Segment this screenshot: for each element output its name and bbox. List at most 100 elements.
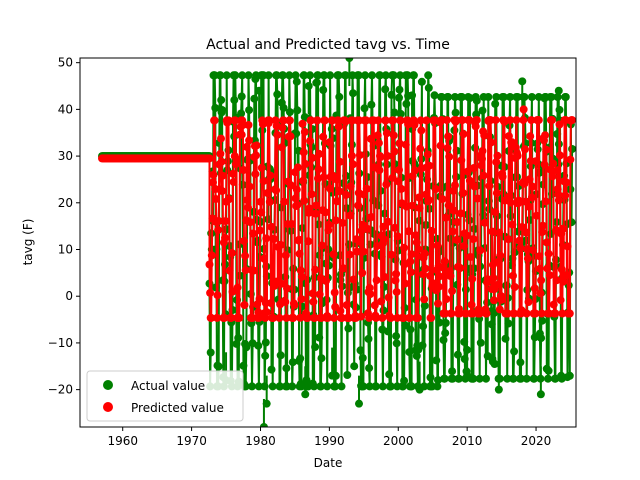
data-point	[283, 284, 291, 293]
data-point	[542, 238, 551, 247]
data-point	[309, 297, 318, 306]
data-point	[384, 327, 392, 336]
data-point	[459, 188, 467, 197]
data-point	[285, 108, 294, 117]
data-point	[273, 90, 282, 99]
data-point	[276, 382, 285, 391]
data-point	[231, 71, 240, 80]
data-point	[493, 151, 502, 160]
data-point	[503, 374, 512, 383]
data-point	[567, 218, 576, 227]
data-point	[295, 249, 304, 258]
data-point	[320, 71, 329, 80]
data-point	[249, 229, 258, 238]
data-point	[214, 226, 223, 234]
data-point	[497, 295, 506, 304]
data-point	[525, 202, 533, 211]
data-point	[558, 309, 567, 318]
data-point	[527, 116, 536, 125]
data-point	[546, 165, 555, 174]
data-point	[548, 172, 557, 181]
data-point	[365, 382, 374, 391]
data-point	[214, 217, 223, 225]
data-point	[211, 195, 220, 203]
data-point	[532, 211, 541, 220]
data-point	[487, 138, 496, 147]
data-point	[390, 108, 399, 117]
data-point	[314, 71, 322, 80]
data-point	[207, 251, 216, 260]
data-point	[491, 99, 500, 108]
data-point	[269, 313, 278, 322]
data-point	[482, 309, 491, 318]
y-axis: −20 −10 0 10 20 30 40 50	[48, 56, 80, 397]
data-point	[335, 157, 344, 166]
data-point	[524, 298, 533, 306]
data-point	[401, 140, 410, 149]
data-point	[372, 313, 380, 322]
data-point	[432, 356, 441, 365]
extreme-point	[408, 91, 417, 100]
data-point	[333, 197, 341, 206]
data-point	[376, 153, 385, 162]
data-point	[367, 100, 376, 109]
data-point	[494, 258, 502, 266]
x-tick-label: 2020	[521, 434, 552, 448]
data-point	[293, 106, 302, 115]
data-point	[305, 204, 314, 213]
data-point	[297, 295, 306, 304]
data-point	[244, 203, 252, 212]
data-point	[390, 223, 399, 232]
data-point	[435, 318, 444, 327]
data-point	[402, 99, 411, 108]
data-point	[372, 382, 380, 391]
data-point	[399, 313, 408, 322]
data-point	[282, 313, 291, 322]
data-point	[515, 236, 524, 245]
data-point	[386, 313, 395, 322]
data-point	[556, 151, 564, 160]
data-point	[397, 184, 406, 193]
data-point	[315, 333, 324, 342]
data-point	[255, 295, 264, 303]
data-point	[281, 298, 290, 306]
data-point	[473, 194, 482, 203]
data-point	[380, 235, 388, 244]
data-point	[441, 319, 450, 327]
data-point	[443, 144, 452, 153]
data-point	[324, 220, 333, 229]
data-point	[213, 291, 222, 300]
data-point	[445, 152, 454, 161]
data-point	[426, 271, 434, 280]
data-point	[217, 134, 225, 143]
data-point	[424, 195, 433, 204]
data-point	[286, 132, 295, 141]
data-point	[206, 288, 215, 297]
data-point	[291, 71, 300, 80]
data-point	[559, 277, 568, 286]
data-point	[456, 264, 465, 272]
data-point	[391, 276, 400, 285]
data-point	[549, 159, 558, 168]
chart-title: Actual and Predicted tavg vs. Time	[206, 37, 450, 53]
data-point	[326, 184, 335, 193]
data-point	[355, 151, 364, 160]
data-point	[331, 216, 340, 225]
data-point	[388, 173, 397, 182]
data-point	[404, 227, 413, 236]
data-point	[313, 116, 322, 125]
data-point	[531, 157, 540, 166]
data-point	[451, 93, 459, 101]
data-point	[541, 197, 550, 206]
data-point	[367, 213, 376, 221]
data-point	[490, 296, 498, 305]
data-point	[527, 93, 536, 101]
data-point	[336, 307, 345, 315]
data-point	[414, 245, 423, 254]
data-point	[510, 283, 519, 291]
data-point	[401, 279, 410, 288]
data-point	[421, 264, 430, 273]
data-point	[323, 313, 332, 322]
data-point	[229, 178, 238, 186]
